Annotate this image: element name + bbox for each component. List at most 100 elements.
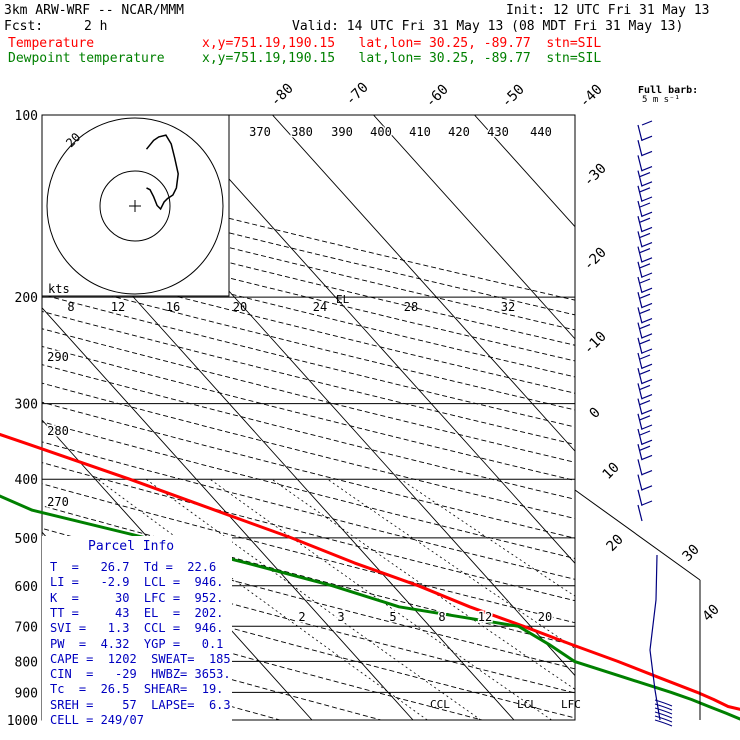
wind-barb-staff xyxy=(637,428,643,446)
wind-barb-staff xyxy=(637,489,643,506)
mixing-ratio-label: 2 xyxy=(298,610,305,624)
wind-barb-flag xyxy=(639,384,651,390)
wind-barb-flag xyxy=(639,308,651,314)
parcel-info-row: CIN = -29 HWBZ= 3653. xyxy=(50,667,231,682)
temperature-station-info: x,y=751.19,190.15 lat,lon= 30.25, -89.77… xyxy=(202,36,602,51)
wind-barb-staff xyxy=(637,200,643,218)
isotherm-label: -70 xyxy=(343,80,372,109)
parcel-info-row: K = 30 LFC = 952. xyxy=(50,590,224,605)
dry-adiabat-line xyxy=(42,277,575,411)
parcel-info-title: Parcel Info xyxy=(88,539,175,554)
mixing-ratio-label: 20 xyxy=(538,610,552,624)
isotherm-label: -60 xyxy=(423,82,452,111)
wind-barb-cluster xyxy=(654,715,673,723)
hodograph-speed-tick: 16 xyxy=(166,300,180,314)
parcel-info-panel: Parcel Info T = 26.7 Td = 22.6 LI = -2.9 … xyxy=(42,536,232,727)
wind-barb-flag xyxy=(641,500,653,506)
parcel-info-row: CELL = 249/07 xyxy=(50,713,144,727)
wind-barb-flag xyxy=(639,217,651,223)
wind-barb-flag xyxy=(639,172,651,178)
wind-barb-flag xyxy=(641,257,653,263)
parcel-info-row: TT = 43 EL = 202. xyxy=(50,605,224,620)
mixing-ratio-label: 12 xyxy=(478,610,492,624)
isotherm-label: -20 xyxy=(581,245,610,274)
wind-barb-flag xyxy=(639,202,651,208)
isotherm-line xyxy=(272,115,575,452)
isotherm-label: 10 xyxy=(600,460,623,483)
wind-barb-flag xyxy=(639,354,651,360)
wind-barb-staff xyxy=(637,413,643,430)
dry-adiabat-label: 400 xyxy=(370,125,392,139)
ccl-marker: CCL xyxy=(430,698,450,711)
wind-barb-flag xyxy=(641,439,653,445)
wind-barb-cluster xyxy=(654,699,673,707)
wind-barb-staff xyxy=(637,352,643,370)
parcel-info-row: Tc = 26.5 SHEAR= 19. xyxy=(50,682,224,697)
isotherm-label: 30 xyxy=(680,542,703,565)
wind-barb-flag xyxy=(639,339,651,345)
barb-legend-title: Full barb: xyxy=(638,85,699,96)
dry-adiabat-line xyxy=(42,261,575,394)
wind-barb-staff xyxy=(637,231,643,248)
pressure-tick-label: 500 xyxy=(15,532,38,547)
wind-barb-flag xyxy=(641,470,653,476)
dewpoint-station-info: x,y=751.19,190.15 lat,lon= 30.25, -89.77… xyxy=(202,51,602,66)
wind-barb-staff xyxy=(637,292,643,309)
wind-barb-staff xyxy=(637,474,643,491)
hodograph-speed-tick: 12 xyxy=(111,300,125,314)
wind-barb-flag xyxy=(641,394,653,400)
wind-barb-cluster xyxy=(654,711,673,719)
pressure-tick-label: 800 xyxy=(15,655,38,670)
isotherm-line xyxy=(474,115,575,228)
isotherm-label: -30 xyxy=(581,161,610,190)
pressure-tick-label: 1000 xyxy=(7,714,38,729)
wind-barb-flag xyxy=(641,424,653,430)
mixing-ratio-line xyxy=(271,478,575,690)
dry-adiabat-label: 290 xyxy=(47,350,69,364)
wind-barb-flag xyxy=(641,333,653,339)
dry-adiabat-label: 440 xyxy=(530,125,552,139)
plot-frame xyxy=(41,114,576,721)
forecast-label: Fcst: xyxy=(4,19,44,34)
valid-time: Valid: 14 UTC Fri 31 May 13 (08 MDT Fri … xyxy=(292,19,684,34)
wind-barb-flag xyxy=(641,272,653,278)
wind-barb-staff xyxy=(637,383,643,400)
wind-barb-staff xyxy=(637,170,643,187)
wind-barb-flag xyxy=(641,485,653,491)
pressure-tick-label: 700 xyxy=(15,620,38,635)
wind-barb-staff xyxy=(637,368,643,385)
wind-barb-flag xyxy=(641,454,653,460)
hodograph-trace xyxy=(145,134,179,211)
parcel-info-row: CAPE = 1202 SWEAT= 185 xyxy=(50,651,231,666)
barb-panel-edge xyxy=(574,489,701,581)
dry-adiabat-line xyxy=(42,245,575,378)
wind-barb-staff xyxy=(637,307,643,324)
wind-barb-flag xyxy=(641,150,653,156)
isotherm-line xyxy=(0,115,9,720)
wind-barb-staff xyxy=(637,337,643,354)
wind-barb-cluster xyxy=(654,707,673,715)
hodograph-speed-tick: 8 xyxy=(67,300,74,314)
pressure-tick-label: 200 xyxy=(15,291,38,306)
isotherm-line xyxy=(42,307,414,720)
isotherm-label: 40 xyxy=(700,602,723,625)
wind-barb-flag xyxy=(641,135,653,141)
dry-adiabat-label: 270 xyxy=(47,495,69,509)
wind-barb-flag xyxy=(641,348,653,354)
parcel-info-row: SVI = 1.3 CCL = 946. xyxy=(50,621,224,636)
isotherm-label: -50 xyxy=(499,82,528,111)
wind-barb-flag xyxy=(641,363,653,369)
wind-barb-flag xyxy=(641,287,653,293)
wind-barb-flag xyxy=(639,369,651,375)
hodograph-ring-inner xyxy=(99,170,171,242)
dry-adiabat-label: 420 xyxy=(448,125,470,139)
wind-barbs xyxy=(574,120,701,727)
dry-adiabat-label: 430 xyxy=(487,125,509,139)
mixing-ratio-label: 5 xyxy=(389,610,396,624)
hodograph-speed-tick: 32 xyxy=(501,300,515,314)
hodograph-units-label: kts xyxy=(48,282,70,296)
wind-barb-flag xyxy=(641,196,653,202)
pressure-tick-label: 100 xyxy=(15,109,38,124)
